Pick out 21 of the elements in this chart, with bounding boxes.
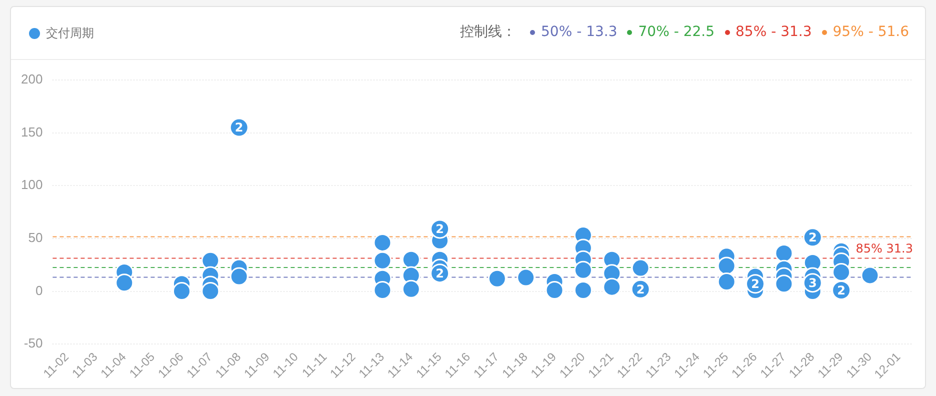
legend-title: 控制线： [460,23,516,41]
y-tick-label: 150 [20,124,43,140]
annotation: 2 [234,120,244,135]
annotation: 2 [837,283,846,298]
text: 95% - 51.6 [832,24,909,40]
legend-label: 交付周期 [46,25,94,42]
y-tick-label: 100 [20,177,43,192]
annotation: 2 [808,230,817,245]
annotation: 3 [808,276,817,290]
text: 70% - 22.5 [638,24,714,40]
text: 50% - 13.3 [541,24,618,40]
annotation: 2 [436,222,444,236]
annotation: 2 [436,266,444,280]
annotation: 85% 31.3 [856,241,913,256]
text: 85% - 31.3 [736,24,812,40]
annotation: 2 [751,277,760,292]
y-tick-label: 0 [35,282,43,298]
y-tick-label: 200 [20,72,43,87]
y-tick-label: -50 [24,336,43,351]
annotation: 2 [636,282,645,296]
y-tick-label: 50 [28,230,43,246]
